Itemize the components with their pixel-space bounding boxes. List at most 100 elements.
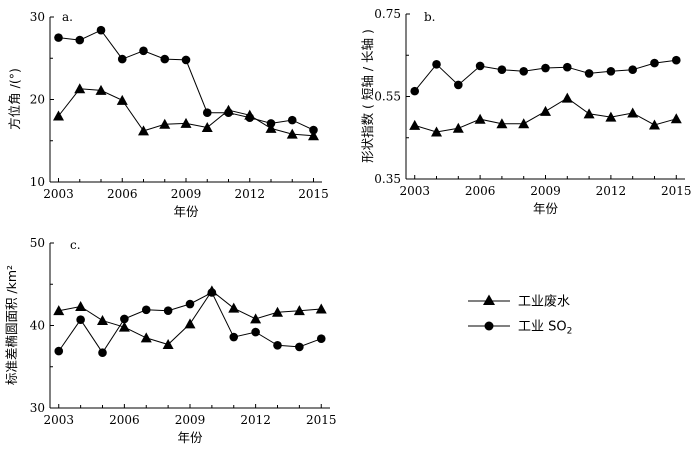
- y-tick-label: 0.55: [374, 90, 401, 104]
- x-tick-label: 2012: [240, 413, 271, 427]
- data-point-triangle: [540, 105, 551, 116]
- panel-b: b. 0.35 0.55 0.75 2003 2006 2009 2012 2015 年份 形状指数…: [360, 7, 692, 216]
- panel-label: c.: [70, 238, 81, 252]
- panel-a: a. 10 20 30 2003 2006 2009 2012 2015 年份 方位角 /(°): [7, 10, 329, 219]
- data-point-circle: [287, 115, 297, 125]
- data-point-circle: [432, 60, 441, 69]
- panel-label: b.: [424, 10, 436, 24]
- data-point-circle: [251, 327, 260, 337]
- y-tick-label: 10: [30, 175, 45, 189]
- data-point-triangle: [228, 302, 240, 313]
- data-point-circle: [229, 332, 239, 342]
- x-tick-label: 2003: [43, 413, 74, 427]
- x-tick-label: 2009: [175, 413, 206, 427]
- data-point-circle: [562, 62, 572, 72]
- x-axis-label: 年份: [533, 201, 559, 216]
- data-point-circle: [141, 305, 151, 315]
- data-point-triangle: [583, 108, 595, 119]
- data-point-circle: [202, 108, 212, 117]
- data-point-triangle: [452, 122, 464, 133]
- data-point-triangle: [265, 122, 277, 133]
- data-point-triangle: [496, 118, 508, 129]
- y-tick-label: 40: [30, 319, 45, 333]
- data-point-circle: [606, 67, 616, 76]
- data-point-circle: [245, 113, 255, 122]
- data-point-circle: [117, 54, 127, 64]
- data-point-triangle: [474, 113, 486, 124]
- data-point-triangle: [162, 338, 174, 349]
- x-tick-label: 2006: [465, 184, 496, 198]
- data-point-circle: [98, 348, 107, 358]
- data-point-circle: [454, 80, 463, 90]
- data-point-circle: [76, 315, 85, 325]
- data-point-circle: [75, 35, 85, 45]
- data-point-circle: [54, 346, 64, 356]
- data-point-circle: [120, 314, 129, 324]
- legend: 工业废水 工业 SO2: [468, 294, 572, 337]
- data-point-triangle: [116, 94, 128, 105]
- data-point-circle: [207, 288, 217, 297]
- data-point-circle: [650, 58, 659, 68]
- data-point-triangle: [648, 119, 660, 130]
- x-tick-label: 2009: [530, 184, 561, 198]
- data-point-triangle: [315, 303, 327, 314]
- data-point-triangle: [140, 332, 152, 343]
- data-point-circle: [309, 125, 318, 135]
- data-point-triangle: [53, 110, 64, 121]
- x-tick-label: 2006: [107, 187, 138, 201]
- x-tick-label: 2012: [234, 187, 265, 201]
- x-axis-label: 年份: [177, 430, 203, 445]
- data-point-circle: [410, 86, 420, 96]
- y-tick-label: 0.35: [374, 172, 401, 186]
- x-tick-label: 2012: [596, 184, 627, 198]
- data-point-triangle: [74, 83, 86, 94]
- legend-circle-marker: [484, 321, 494, 331]
- data-point-triangle: [75, 301, 87, 312]
- data-point-triangle: [431, 126, 443, 137]
- data-point-circle: [584, 69, 594, 78]
- data-point-circle: [160, 54, 170, 64]
- data-point-triangle: [180, 117, 192, 128]
- data-point-circle: [541, 63, 550, 73]
- data-point-circle: [163, 306, 173, 315]
- y-tick-label: 30: [30, 401, 45, 415]
- data-point-triangle: [97, 315, 108, 326]
- data-point-circle: [316, 334, 326, 344]
- data-point-triangle: [670, 113, 682, 124]
- y-tick-label: 50: [30, 236, 45, 250]
- legend-label-so2: 工业 SO2: [518, 320, 572, 337]
- panel-c: c. 30 40 50 2003 2006 2009 2012 2015 年份 标准差椭圆面积 /k…: [4, 236, 337, 445]
- x-tick-label: 2003: [399, 184, 430, 198]
- data-point-triangle: [159, 118, 171, 129]
- x-axis-label: 年份: [173, 204, 199, 219]
- legend-label-so2-text: 工业 SO: [518, 320, 567, 335]
- data-point-circle: [54, 33, 63, 42]
- data-point-triangle: [53, 305, 65, 316]
- data-point-triangle: [201, 122, 213, 133]
- data-point-circle: [181, 55, 191, 65]
- x-tick-label: 2015: [306, 413, 337, 427]
- y-axis-label: 标准差椭圆面积 /km²: [4, 265, 19, 385]
- data-point-circle: [295, 342, 304, 352]
- panel-label: a.: [62, 10, 73, 24]
- data-point-triangle: [627, 107, 639, 118]
- data-point-circle: [671, 55, 681, 65]
- data-point-triangle: [561, 92, 573, 103]
- y-tick-label: 0.75: [374, 7, 401, 21]
- data-point-circle: [185, 299, 195, 309]
- series-line-so2: [58, 29, 314, 131]
- data-point-circle: [475, 61, 485, 71]
- data-point-triangle: [518, 118, 530, 129]
- y-tick-label: 20: [30, 93, 45, 107]
- data-point-circle: [96, 25, 106, 35]
- data-point-triangle: [138, 125, 149, 136]
- data-point-triangle: [184, 318, 196, 329]
- data-point-circle: [224, 108, 233, 117]
- data-point-triangle: [118, 321, 130, 332]
- data-point-circle: [497, 65, 507, 74]
- legend-triangle-marker: [483, 294, 495, 305]
- data-point-triangle: [250, 313, 262, 324]
- data-point-circle: [266, 119, 276, 128]
- series-line-wastewater: [58, 290, 322, 346]
